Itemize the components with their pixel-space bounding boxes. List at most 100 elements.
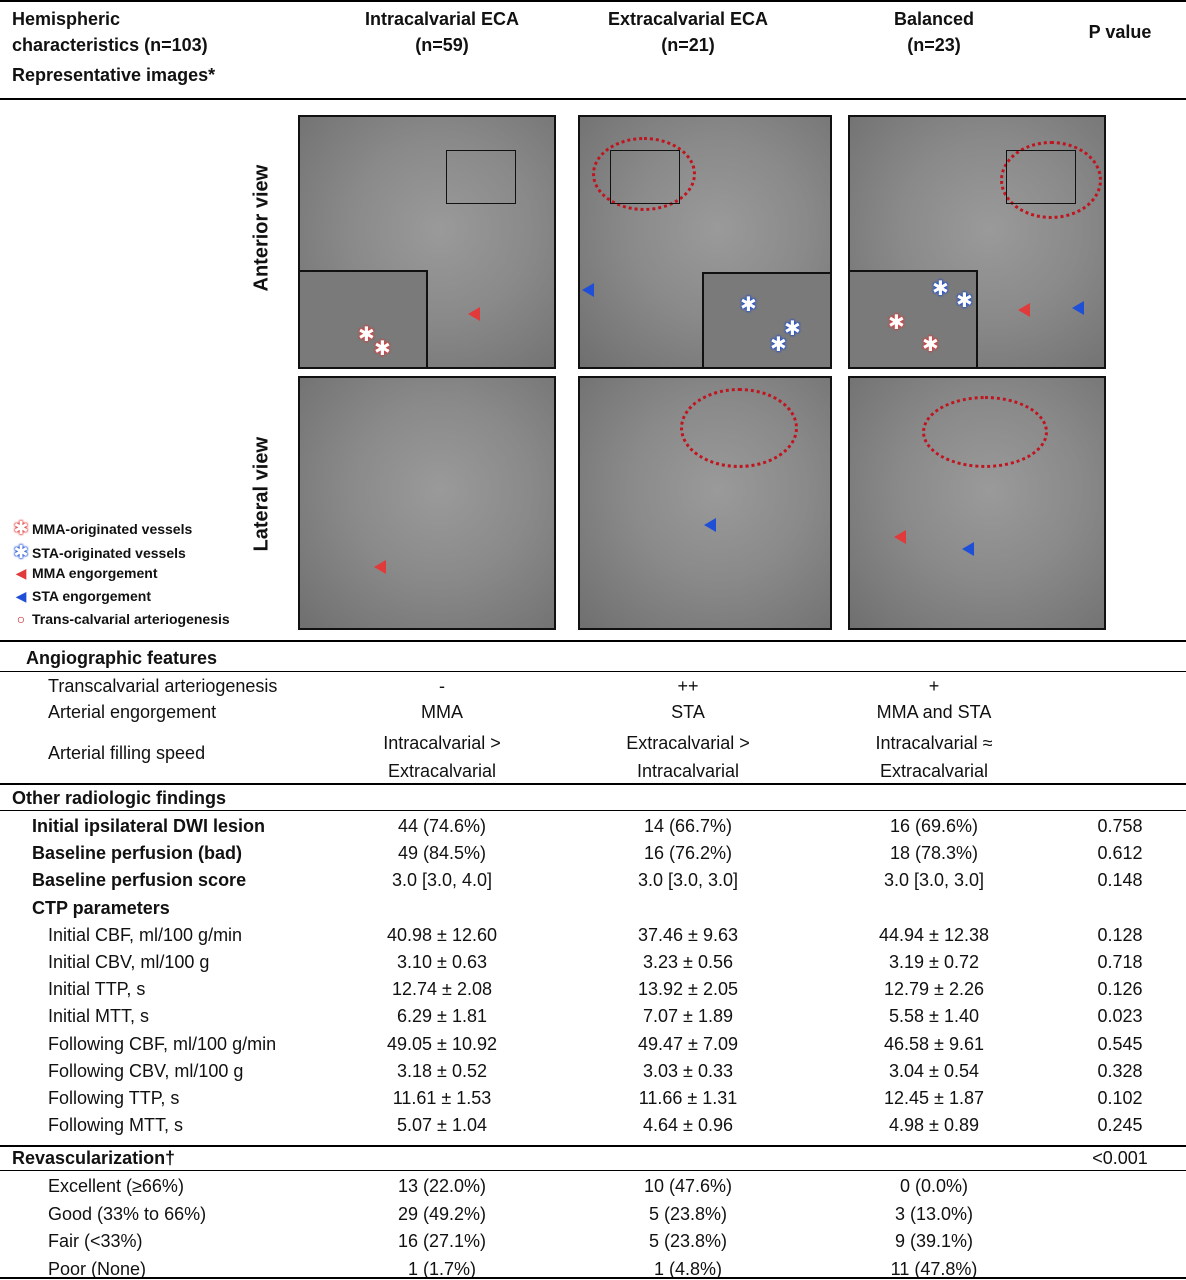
angio-cell: MMA [421,702,463,722]
finding-label: Initial CBV, ml/100 g [48,952,210,972]
mma-arrowhead-icon [468,307,480,321]
finding-pvalue: 0.102 [1097,1088,1143,1108]
finding-value: 44.94 ± 12.38 [879,924,989,945]
finding-value: 49 (84.5%) [397,843,487,864]
finding-label: Initial MTT, s [48,1006,150,1027]
header-col1: Hemispheric characteristics (n=103) [12,6,208,58]
top-rule [0,0,1186,2]
roi-box [446,150,516,204]
finding-value: 3.0 [3.0, 3.0] [637,870,739,891]
angio-cell: + [928,676,940,696]
angio-cell-line: Intracalvarial > [383,733,501,753]
finding-pvalue: 0.128 [1097,924,1143,945]
angio-row-label: Arterial engorgement [48,702,217,722]
anterior-view-label: Anterior view [250,164,273,292]
finding-value: 4.64 ± 0.96 [643,1115,733,1136]
angio-cell: Intracalvarial ≈ Extracalvarial [876,729,993,785]
angio-cell: Intracalvarial > Extracalvarial [383,729,501,785]
header-col4-line2: (n=23) [907,35,961,55]
sta-asterisk-icon: ✱ [770,334,787,356]
figure-rule [0,640,1186,642]
sta-asterisk-icon: ✱ [932,278,949,300]
header-col4-line1: Balanced [893,9,975,29]
sta-arrowhead-icon [704,518,716,532]
legend-label: STA engorgement [32,588,152,604]
header-col1-line1: Hemispheric [12,9,121,29]
finding-pvalue: 0.245 [1097,1115,1143,1136]
revasc-value: 5 (23.8%) [648,1231,728,1251]
lateral-view-label: Lateral view [250,436,273,552]
arteriogenesis-ellipse [680,388,798,468]
revasc-value: 1 (4.8%) [653,1258,723,1279]
revasc-label: Good (33% to 66%) [48,1203,207,1224]
legend-mma-vessels: ✱ MMA-originated vessels [12,518,192,539]
finding-pvalue: 0.718 [1097,952,1143,972]
finding-value: 3.0 [3.0, 3.0] [883,870,985,891]
finding-value: 11.66 ± 1.31 [638,1088,738,1108]
header-col2-line2: (n=59) [415,35,469,55]
finding-value: 46.58 ± 9.61 [884,1033,984,1054]
header-col1-line2: characteristics (n=103) [12,35,208,55]
finding-label: Baseline perfusion score [32,870,247,891]
header-rule [0,98,1186,100]
revasc-value: 29 (49.2%) [397,1203,487,1224]
legend-sta-vessels: ✱ STA-originated vessels [12,542,185,563]
finding-value: 40.98 ± 12.60 [387,924,497,945]
roi-box [610,150,680,204]
finding-value: 12.45 ± 1.87 [884,1088,984,1108]
header-col2-line1: Intracalvarial ECA [364,9,520,29]
revasc-label: Poor (None) [48,1258,147,1279]
finding-pvalue: 0.328 [1097,1060,1143,1081]
sta-arrowhead-icon [1072,301,1084,315]
angio-cell: MMA and STA [876,702,992,722]
finding-value: 16 (69.6%) [889,816,979,836]
header-col3: Extracalvarial ECA (n=21) [608,6,768,58]
finding-value: 18 (78.3%) [889,843,979,864]
finding-pvalue: 0.148 [1097,870,1143,891]
sta-asterisk-icon: ✱ [784,318,801,340]
blue-arrowhead-icon: ◀ [15,588,27,604]
finding-value: 3.03 ± 0.33 [643,1060,733,1081]
finding-label: Initial ipsilateral DWI lesion [32,816,266,836]
revasc-value: 0 (0.0%) [899,1176,969,1196]
sta-asterisk-icon: ✱ [13,542,29,562]
angio-cell: ++ [677,676,699,696]
section-rule [0,671,1186,672]
finding-label: Initial TTP, s [48,979,146,1000]
finding-value: 16 (76.2%) [643,843,733,864]
finding-value: 5.07 ± 1.04 [397,1115,487,1136]
angio-cell-line: Intracalvarial ≈ [875,733,993,753]
finding-value: 5.58 ± 1.40 [889,1006,979,1027]
bottom-rule [0,1277,1186,1279]
angio-cell-line: Intracalvarial [636,761,740,781]
angiogram-anterior-balanced: ✱ ✱ ✱ ✱ [848,115,1106,369]
section-rule [0,810,1186,811]
finding-value: 12.74 ± 2.08 [392,979,492,1000]
section-rule [0,1145,1186,1147]
arteriogenesis-ellipse [922,396,1048,468]
arteriogenesis-ellipse [592,137,696,211]
finding-value: 37.46 ± 9.63 [638,924,738,945]
finding-pvalue: 0.126 [1097,979,1143,1000]
mma-arrowhead-icon [374,560,386,574]
header-col2: Intracalvarial ECA (n=59) [365,6,519,58]
finding-label: Following TTP, s [48,1088,180,1108]
revasc-value: 5 (23.8%) [648,1203,728,1224]
legend-label: MMA-originated vessels [32,521,193,537]
revasc-label: Fair (<33%) [48,1231,143,1251]
finding-label: Following CBF, ml/100 g/min [48,1033,277,1054]
header-pvalue: P value [1088,22,1152,42]
section-revascularization: Revascularization† [12,1148,176,1168]
mma-arrowhead-icon [894,530,906,544]
finding-value: 3.0 [3.0, 4.0] [391,870,493,891]
red-arrowhead-icon: ◀ [15,565,27,581]
revasc-label: Excellent (≥66%) [48,1176,184,1196]
revasc-value: 1 (1.7%) [407,1258,477,1279]
mma-asterisk-icon: ✱ [922,334,939,356]
roi-box [1006,150,1076,204]
sta-arrowhead-icon [962,542,974,556]
angio-row-label: Transcalvarial arteriogenesis [48,676,278,696]
finding-value: 3.19 ± 0.72 [889,952,979,972]
mma-asterisk-icon: ✱ [358,324,375,346]
angio-cell-line: Extracalvarial > [626,733,750,753]
